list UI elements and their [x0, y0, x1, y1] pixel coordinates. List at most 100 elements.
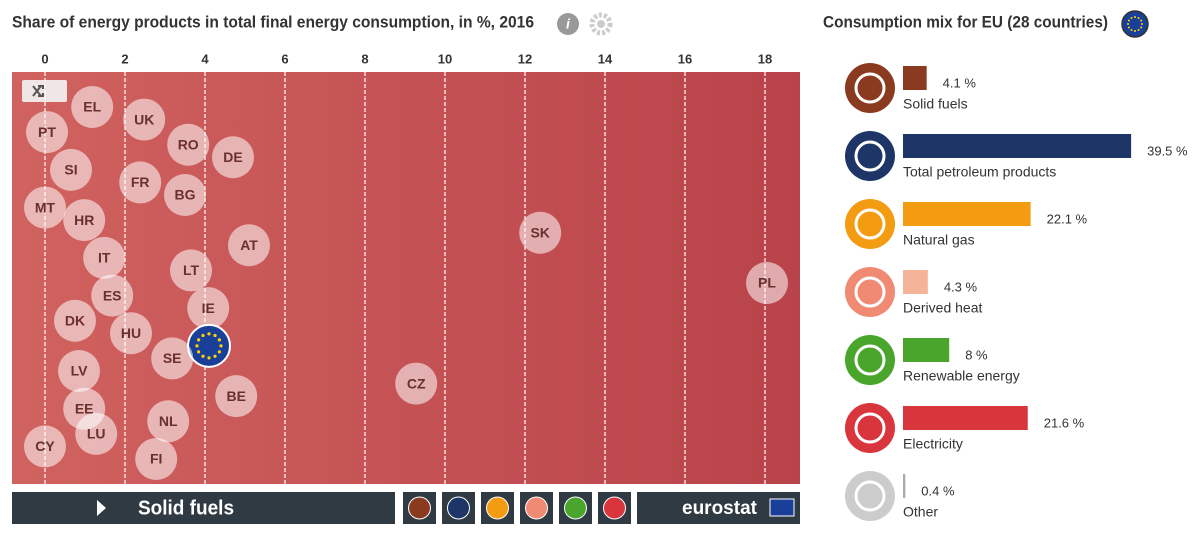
x-tick-label: 10: [438, 51, 452, 66]
country-point[interactable]: [215, 375, 258, 418]
bar: [903, 406, 1028, 430]
country-label: DE: [223, 149, 242, 165]
flag-disc: [1121, 10, 1149, 38]
country-point[interactable]: [187, 287, 230, 330]
country-label: DK: [65, 312, 85, 328]
country-point[interactable]: [395, 362, 438, 405]
category-label: Solid fuels: [903, 96, 968, 112]
country-point[interactable]: [170, 249, 212, 292]
bar: [903, 66, 927, 90]
settings-icon[interactable]: [589, 12, 613, 36]
category-label: Electricity: [903, 436, 963, 452]
country-point[interactable]: [228, 224, 270, 267]
country-point[interactable]: [91, 274, 134, 317]
country-point[interactable]: [746, 262, 788, 304]
play-icon[interactable]: [97, 500, 106, 516]
product-icon-ring: [854, 72, 886, 104]
value-label: 4.3 %: [944, 279, 978, 294]
country-label: FR: [131, 174, 150, 190]
flag-star: [1137, 16, 1140, 19]
product-icon-ring: [854, 480, 886, 512]
x-tick-label: 14: [598, 51, 613, 66]
info-glyph: i: [566, 16, 571, 32]
country-label: LV: [71, 363, 89, 379]
country-point[interactable]: [24, 186, 66, 229]
country-label: EE: [75, 400, 94, 416]
category-label: Renewable energy: [903, 368, 1020, 384]
country-label: UK: [134, 111, 154, 127]
country-label: BE: [226, 388, 245, 404]
product-button-icon: [408, 496, 431, 520]
brand: eurostat: [682, 498, 758, 519]
country-point[interactable]: [54, 299, 96, 342]
product-icon-ring: [854, 412, 886, 444]
product-icon-ring: [854, 140, 886, 172]
country-label: ES: [103, 287, 122, 303]
country-label: MT: [35, 199, 56, 215]
plot-area: [12, 72, 800, 484]
flag-star: [1130, 16, 1133, 19]
x-tick-label: 2: [121, 51, 128, 66]
country-label: FI: [150, 451, 162, 467]
country-label: EL: [83, 99, 101, 115]
product-button-icon: [486, 496, 509, 520]
shuffle-glyph: [32, 85, 44, 97]
value-label: 0.4 %: [921, 483, 955, 498]
product-icon-ring: [854, 344, 886, 376]
selected-product: Solid fuels: [138, 497, 234, 519]
eu-point: [187, 323, 231, 368]
flag-star: [213, 333, 217, 338]
country-point[interactable]: [75, 412, 118, 455]
country-label: PT: [38, 124, 56, 140]
country-point[interactable]: [212, 136, 254, 179]
category-label: Other: [903, 504, 938, 520]
country-point[interactable]: [519, 211, 562, 254]
country-point[interactable]: [71, 86, 114, 128]
bar: [903, 474, 906, 498]
country-point[interactable]: [135, 438, 178, 480]
country-point[interactable]: [164, 174, 206, 216]
country-point[interactable]: [151, 337, 194, 380]
flag-star: [197, 338, 201, 342]
category-label: Derived heat: [903, 300, 982, 316]
x-tick-label: 8: [361, 51, 368, 66]
country-label: CZ: [407, 375, 426, 391]
product-icon: [845, 131, 895, 181]
country-point[interactable]: [167, 123, 210, 166]
bar: [903, 270, 928, 294]
category-label: Total petroleum products: [903, 164, 1056, 180]
product-icon: [845, 471, 895, 521]
selector-bar[interactable]: [12, 492, 395, 524]
flag-star: [219, 344, 223, 348]
country-label: IT: [98, 250, 111, 266]
flag-star: [1141, 23, 1143, 25]
country-label: CY: [35, 438, 55, 454]
country-label: AT: [240, 237, 258, 253]
country-point[interactable]: [58, 350, 100, 392]
country-label: BG: [175, 187, 196, 203]
flag-star: [201, 354, 205, 358]
flag-star: [207, 332, 211, 336]
country-point[interactable]: [24, 425, 66, 468]
country-label: PL: [758, 275, 776, 291]
value-label: 4.1 %: [943, 75, 977, 90]
country-label: SK: [530, 224, 549, 240]
country-point[interactable]: [50, 148, 92, 191]
info-icon[interactable]: [557, 13, 579, 35]
x-tick-label: 18: [758, 51, 772, 66]
country-label: NL: [159, 413, 178, 429]
bar: [903, 338, 950, 362]
country-point[interactable]: [119, 161, 162, 204]
product-button-icon: [564, 496, 587, 520]
country-point[interactable]: [26, 111, 68, 154]
flag-star: [1127, 23, 1129, 25]
country-point[interactable]: [147, 400, 190, 443]
country-point[interactable]: [63, 199, 106, 242]
flag-star: [1140, 26, 1143, 29]
country-point[interactable]: [110, 312, 152, 355]
country-point[interactable]: [83, 236, 126, 279]
eu-disc: [187, 323, 231, 368]
country-point[interactable]: [123, 98, 166, 141]
country-label: SE: [163, 350, 182, 366]
country-label: IE: [202, 300, 215, 316]
